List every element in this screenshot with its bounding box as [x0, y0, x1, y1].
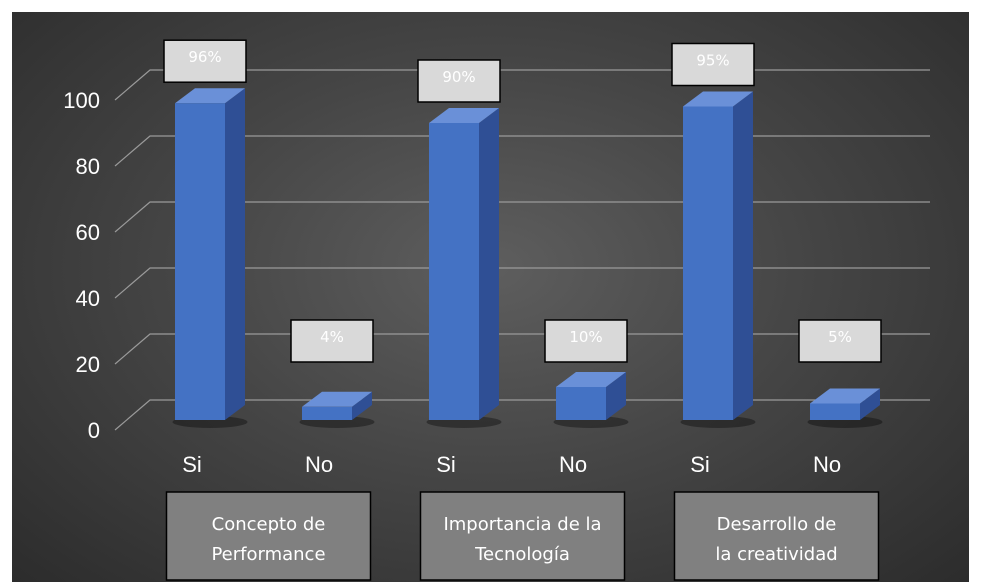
bar-side	[733, 91, 753, 420]
bar	[556, 387, 606, 420]
bar	[810, 403, 860, 420]
bar-side	[352, 391, 372, 420]
gridline	[114, 399, 930, 431]
group-label: Performance	[211, 544, 325, 565]
group-label: Desarrollo de	[717, 514, 837, 535]
gridlines	[114, 69, 930, 431]
bars	[172, 88, 883, 428]
data-label-box	[417, 59, 501, 103]
data-label: 10%	[569, 328, 602, 346]
y-tick-label: 80	[76, 154, 100, 179]
data-label-box	[671, 42, 755, 87]
bar	[429, 123, 479, 420]
group-label: Concepto de	[212, 514, 326, 535]
bar-top	[810, 388, 880, 404]
gridline	[114, 69, 930, 101]
bar-side	[479, 108, 499, 420]
group-label-box	[165, 491, 372, 581]
gridline	[114, 135, 930, 167]
bar-side	[860, 388, 880, 420]
data-label: 5%	[828, 328, 852, 346]
x-axis: Si No Si No Si No	[182, 452, 841, 477]
gridline	[114, 333, 930, 365]
data-labels: 96% 4% 90% 10% 95% 5%	[163, 39, 882, 363]
x-tick-label: No	[813, 452, 841, 477]
data-label: 90%	[442, 68, 475, 86]
data-label: 4%	[320, 328, 344, 346]
y-tick-label: 20	[76, 352, 100, 377]
y-tick-label: 100	[63, 88, 100, 113]
bar	[302, 406, 352, 420]
bar	[175, 103, 225, 420]
data-label-box	[798, 319, 882, 363]
bar-top	[683, 91, 753, 107]
bar	[683, 106, 733, 420]
gridline	[114, 201, 930, 233]
bar-top	[429, 108, 499, 123]
bar-top	[302, 391, 372, 407]
group-label: Importancia de la	[443, 514, 601, 535]
gridline	[114, 267, 930, 299]
bar-side	[606, 372, 626, 420]
group-label-box	[419, 491, 626, 581]
x-tick-label: Si	[182, 452, 202, 477]
group-label: la creatividad	[715, 544, 837, 565]
x-tick-label: Si	[690, 452, 710, 477]
bar-top	[556, 372, 626, 387]
group-labels: Concepto de Performance Importancia de la T…	[165, 491, 880, 581]
y-tick-label: 40	[76, 286, 100, 311]
data-label-box	[544, 319, 628, 363]
data-label: 96%	[188, 48, 221, 66]
data-label-box	[163, 39, 247, 83]
group-label: Tecnología	[474, 544, 570, 565]
x-tick-label: No	[559, 452, 587, 477]
group-label-box	[673, 491, 880, 581]
y-axis: 0 20 40 60 80 100	[63, 88, 100, 443]
data-label: 95%	[696, 52, 729, 70]
y-tick-label: 60	[76, 220, 100, 245]
x-tick-label: No	[305, 452, 333, 477]
y-tick-label: 0	[88, 418, 100, 443]
x-tick-label: Si	[436, 452, 456, 477]
data-label-box	[290, 319, 374, 363]
bar-side	[225, 88, 245, 420]
bar-top	[175, 88, 245, 104]
